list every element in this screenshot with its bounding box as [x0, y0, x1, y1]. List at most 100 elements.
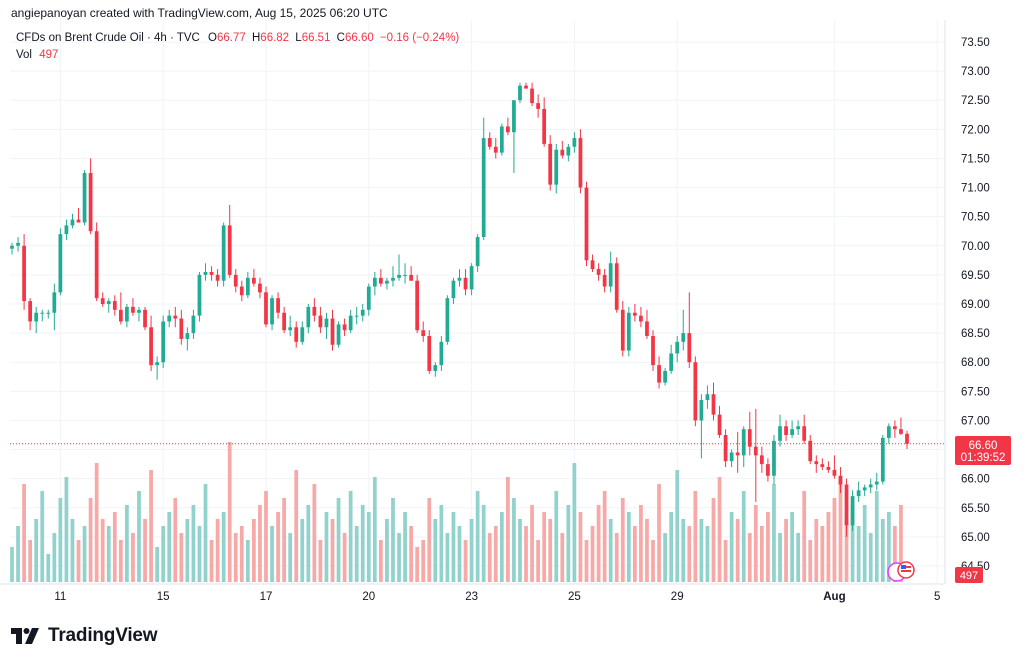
volume-bars	[10, 442, 903, 582]
candle-body	[245, 277, 250, 296]
price-chart[interactable]: 73.50 73.00 72.50 72.00 71.50 71.00 70.50 70.00…	[0, 0, 1024, 610]
candle-body	[469, 266, 474, 290]
candlesticks	[10, 82, 909, 537]
volume-bar	[203, 484, 208, 582]
candle-body	[379, 277, 383, 284]
volume-bar	[421, 540, 426, 582]
candle-body	[391, 277, 395, 281]
volume-bar	[518, 519, 522, 582]
volume-bar	[850, 505, 855, 582]
candle-body	[173, 315, 178, 319]
volume-bar	[451, 512, 456, 582]
candle-body	[886, 426, 891, 438]
candle-body	[445, 298, 450, 342]
candle-body	[282, 312, 287, 331]
tradingview-logo-text: TradingView	[48, 625, 158, 646]
candle-body	[524, 85, 528, 89]
volume-bar	[741, 491, 746, 582]
candle-body	[711, 394, 716, 415]
volume-bar	[717, 477, 722, 582]
y-tick-label: 72.50	[961, 95, 990, 107]
candle-body	[572, 138, 577, 147]
candle-body	[294, 327, 299, 342]
y-tick-label: 65.50	[961, 503, 990, 515]
candle-body	[34, 312, 39, 322]
volume-bar	[759, 526, 764, 582]
legend-low-value: 66.51	[301, 32, 331, 44]
candle-body	[324, 318, 329, 328]
chart-legend: CFDs on Brent Crude Oil · 4h · TVC O66.7…	[16, 32, 459, 44]
volume-bar	[125, 505, 129, 582]
candle-body	[288, 327, 293, 331]
candle-body	[802, 426, 807, 441]
candle-body	[366, 286, 371, 310]
volume-bar	[306, 505, 311, 582]
tradingview-logo[interactable]: TradingView	[11, 625, 158, 647]
volume-bar	[28, 540, 33, 582]
candle-body	[403, 274, 407, 276]
candle-body	[560, 149, 565, 156]
x-axis: 11151720232529Aug57101315	[54, 591, 940, 603]
volume-bar	[826, 512, 831, 582]
candle-body	[772, 440, 776, 476]
volume-bar	[596, 505, 601, 582]
candle-body	[58, 234, 63, 293]
candle-body	[699, 400, 704, 421]
volume-bar	[330, 519, 335, 582]
volume-bar	[705, 526, 710, 582]
candle-body	[905, 433, 909, 444]
volume-bar	[874, 491, 879, 582]
candle-body	[808, 440, 813, 462]
candle-body	[651, 336, 655, 366]
volume-bar	[790, 512, 794, 582]
volume-legend: Vol 497	[16, 49, 58, 61]
candle-body	[88, 173, 93, 232]
candle-body	[161, 321, 166, 363]
volume-bar	[506, 477, 510, 582]
candle-body	[735, 452, 740, 456]
volume-bar	[778, 533, 782, 582]
volume-bar	[457, 526, 462, 582]
volume-bar	[475, 491, 480, 582]
candle-body	[22, 245, 26, 302]
candle-body	[143, 309, 147, 328]
candle-body	[832, 469, 837, 476]
candle-body	[16, 242, 20, 246]
y-tick-label: 73.50	[961, 37, 990, 49]
y-tick-label: 68.00	[961, 357, 990, 369]
volume-bar	[360, 505, 365, 582]
volume-bar	[209, 540, 214, 582]
price-tag: 66.60 01:39:52	[955, 436, 1011, 465]
candle-body	[348, 315, 353, 331]
y-tick-label: 70.00	[961, 241, 990, 253]
volume-bar	[669, 512, 674, 582]
y-tick-label: 65.00	[961, 532, 990, 544]
volume-bar	[197, 526, 202, 582]
legend-high-value: 66.82	[260, 32, 290, 44]
volume-bar	[880, 519, 885, 582]
candle-body	[342, 324, 347, 331]
legend-open-label: O	[208, 32, 217, 44]
volume-bar	[651, 540, 655, 582]
y-tick-label: 69.50	[961, 270, 990, 282]
volume-bar	[784, 519, 788, 582]
y-tick-label: 71.00	[961, 183, 990, 195]
volume-bar	[185, 519, 190, 582]
volume-bar	[693, 491, 698, 582]
volume-bar	[675, 470, 680, 582]
candle-body	[82, 173, 87, 223]
volume-bar	[639, 505, 643, 582]
volume-bar	[106, 526, 111, 582]
volume-bar	[433, 519, 438, 582]
event-icons[interactable]	[887, 561, 915, 582]
candle-body	[893, 426, 897, 430]
volume-bar	[137, 491, 141, 582]
candle-body	[620, 309, 625, 351]
y-tick-label: 68.50	[961, 328, 990, 340]
candle-body	[385, 280, 389, 284]
volume-bar	[856, 526, 861, 582]
candle-body	[499, 126, 504, 153]
candle-body	[880, 437, 885, 482]
volume-bar	[747, 533, 752, 582]
volume-bar	[191, 505, 196, 582]
